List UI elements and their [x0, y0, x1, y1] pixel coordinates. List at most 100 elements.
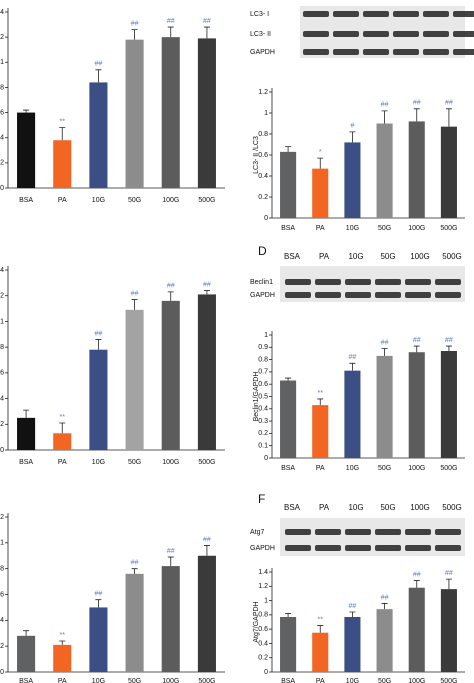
blot-band: [285, 279, 311, 285]
bar: [125, 39, 144, 189]
lane-label: PA: [319, 503, 330, 512]
y-tick-label: 1.2: [0, 293, 4, 300]
error-bar: [167, 291, 174, 301]
y-tick-label: 1.4: [0, 267, 4, 274]
blot-band: [333, 31, 359, 37]
bar: [312, 405, 329, 458]
x-tick-label: 50G: [378, 225, 391, 232]
significance: ##: [445, 100, 453, 107]
blot-band: [375, 529, 401, 535]
error-bar: [381, 603, 388, 610]
error-bar: [413, 108, 420, 122]
blot-band: [315, 545, 341, 551]
x-tick-label: 500G: [440, 465, 457, 472]
error-bar: [203, 26, 210, 39]
error-bar: [285, 613, 292, 617]
significance: ##: [349, 354, 357, 361]
error-bar: [59, 640, 66, 645]
bar: [53, 433, 72, 450]
y-tick-label: 1: [0, 540, 4, 547]
y-tick-label: 1: [0, 318, 4, 325]
error-bar: [445, 578, 452, 590]
significance: ##: [95, 61, 103, 68]
blot-band: [285, 545, 311, 551]
error-bar: [349, 131, 356, 143]
bar: [312, 168, 329, 218]
significance: ##: [381, 339, 389, 346]
blot-band: [315, 279, 341, 285]
panel-label: D: [258, 244, 267, 258]
x-tick-label: 50G: [378, 465, 391, 472]
lane-label: 100G: [410, 503, 430, 512]
lane-label: 500G: [442, 252, 462, 261]
y-tick-label: 0: [264, 669, 268, 676]
significance: ##: [167, 283, 175, 290]
blot-band: [363, 31, 389, 37]
error-bar: [413, 345, 420, 353]
y-tick-label: 1.4: [0, 9, 4, 16]
y-tick-label: 0.6: [0, 370, 4, 377]
bar: [17, 635, 36, 672]
y-tick-label: 0.4: [258, 406, 268, 413]
error-bar: [317, 625, 324, 633]
y-tick-label: 1.2: [258, 583, 268, 590]
x-tick-label: BSA: [19, 459, 33, 466]
bar: [408, 587, 425, 672]
error-bar: [445, 345, 452, 351]
error-bar: [285, 377, 292, 381]
bar: [280, 380, 297, 458]
bar: [408, 352, 425, 458]
blot-band: [435, 529, 461, 535]
significance: **: [60, 119, 66, 126]
significance: ##: [203, 536, 211, 543]
y-tick-label: 0.2: [0, 160, 4, 167]
y-tick-label: 0.7: [258, 369, 268, 376]
y-tick-label: 0: [0, 669, 4, 676]
error-bar: [95, 599, 102, 608]
blot-band: [363, 11, 389, 17]
x-tick-label: BSA: [19, 678, 33, 683]
x-tick-label: 500G: [440, 678, 457, 683]
x-tick-label: 100G: [408, 465, 425, 472]
bar: [280, 151, 297, 218]
bar: [17, 417, 36, 450]
significance: ##: [95, 591, 103, 598]
lane-label: BSA: [284, 252, 301, 261]
x-tick-label: 500G: [440, 225, 457, 232]
y-tick-label: 0.8: [0, 566, 4, 573]
x-tick-label: 100G: [408, 225, 425, 232]
bar: [161, 37, 180, 189]
y-tick-label: 0.2: [258, 194, 268, 201]
x-tick-label: PA: [58, 197, 67, 204]
blot-band: [285, 292, 311, 298]
significance: ##: [131, 290, 139, 297]
blot-label: Beclin1: [250, 279, 273, 286]
blot-band: [393, 31, 419, 37]
y-tick-label: 0.8: [0, 84, 4, 91]
y-tick-label: 0.4: [0, 135, 4, 142]
error-bar: [317, 398, 324, 406]
y-tick-label: 0.6: [0, 591, 4, 598]
significance: ##: [203, 281, 211, 288]
blot-band: [453, 31, 474, 37]
error-bar: [317, 157, 324, 169]
x-tick-label: PA: [316, 678, 325, 683]
bar: [280, 617, 297, 672]
x-tick-label: 500G: [198, 678, 215, 683]
significance: **: [318, 616, 324, 623]
bar: [197, 555, 216, 672]
significance: ##: [445, 570, 453, 577]
blot-band: [453, 49, 474, 55]
y-tick-label: 1: [264, 110, 268, 117]
error-bar: [381, 348, 388, 356]
y-tick-label: 0.4: [258, 173, 268, 180]
y-tick-label: 1.2: [258, 89, 268, 96]
blot-band: [285, 529, 311, 535]
significance: ##: [413, 571, 421, 578]
blot-band: [345, 529, 371, 535]
error-bar: [349, 362, 356, 371]
y-tick-label: 0.8: [0, 344, 4, 351]
lane-label: 500G: [442, 503, 462, 512]
x-tick-label: 50G: [128, 197, 141, 204]
